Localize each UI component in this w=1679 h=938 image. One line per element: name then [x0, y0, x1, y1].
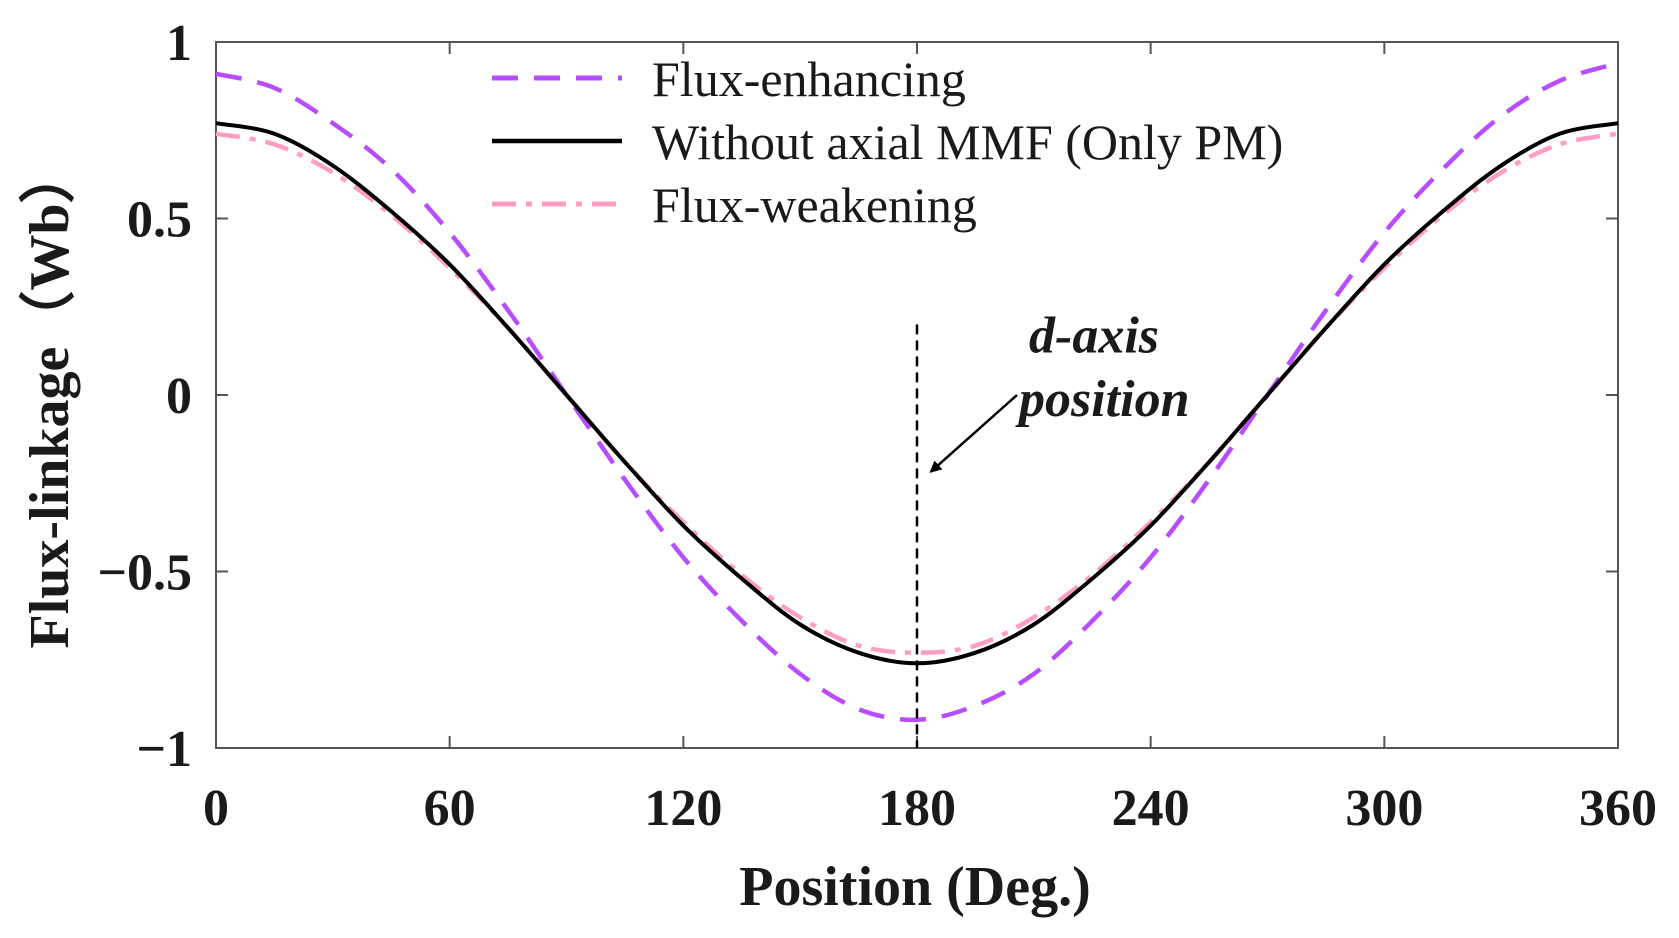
legend-label-without-axial-mmf: Without axial MMF (Only PM): [652, 114, 1283, 170]
x-tick-label: 60: [424, 780, 476, 837]
annotation-label-line1: d-axis: [1029, 308, 1159, 365]
x-tick-label: 120: [644, 780, 722, 837]
x-tick-label: 240: [1112, 780, 1190, 837]
y-tick-label: −1: [136, 721, 192, 778]
y-tick-label: −0.5: [97, 545, 192, 602]
axes: 0 60 120 180 240 300 360 1 0.5 0 −0.5 −1: [97, 15, 1657, 837]
legend-label-flux-weakening: Flux-weakening: [652, 177, 977, 233]
x-tick-label: 300: [1345, 780, 1423, 837]
x-tick-label: 180: [878, 780, 956, 837]
legend: Flux-enhancing Without axial MMF (Only PM…: [492, 51, 1283, 233]
series-line-flux-enhancing: [215, 61, 1619, 723]
x-tick-label: 360: [1579, 780, 1657, 837]
annotation-label-line2: position: [1015, 371, 1190, 428]
y-tick-label: 0: [166, 368, 192, 425]
y-axis-title: Flux-linkage（Wb）: [18, 148, 81, 649]
x-tick-label: 0: [203, 780, 229, 837]
y-tick-label: 0.5: [127, 192, 192, 249]
annotation: d-axis position: [915, 308, 1190, 748]
d-axis-arrow: [929, 394, 1018, 473]
y-tick-label: 1: [166, 15, 192, 72]
series-line-flux-weakening: [215, 131, 1619, 655]
legend-label-flux-enhancing: Flux-enhancing: [652, 51, 966, 107]
x-axis-title: Position (Deg.): [739, 856, 1091, 918]
